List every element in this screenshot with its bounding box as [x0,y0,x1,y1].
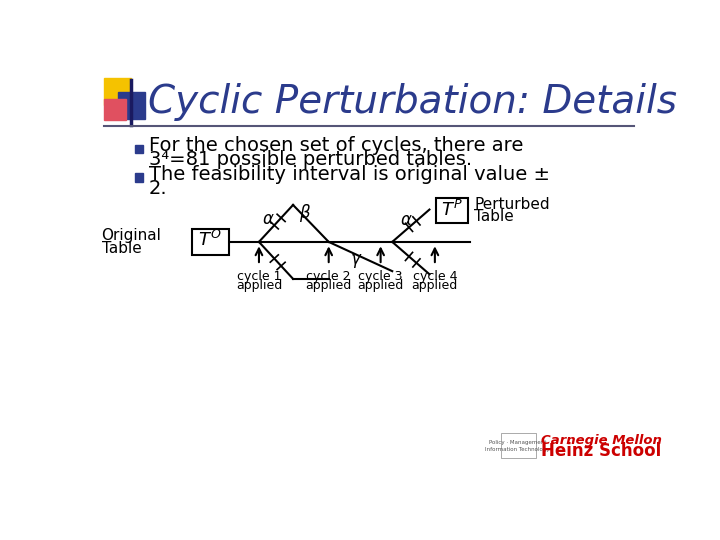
Text: α: α [401,211,412,230]
Text: Perturbed: Perturbed [474,197,550,212]
Text: β: β [300,204,310,221]
Text: cycle 2: cycle 2 [307,269,351,282]
Bar [118,92,145,119]
FancyBboxPatch shape [436,198,468,222]
Text: Cyclic Perturbation: Details: Cyclic Perturbation: Details [148,83,677,121]
Text: 3⁴=81 possible perturbed tables.: 3⁴=81 possible perturbed tables. [149,150,472,169]
Text: Table: Table [102,240,141,255]
Bar [104,99,126,120]
Text: Policy · Management: Policy · Management [489,440,546,444]
Text: The feasibility interval is original value ±: The feasibility interval is original val… [149,165,550,184]
Text: applied: applied [305,279,352,292]
FancyBboxPatch shape [192,229,229,255]
Bar [104,78,131,105]
Text: Carnegie Mellon: Carnegie Mellon [541,434,662,447]
FancyBboxPatch shape [500,433,536,457]
Text: 2.: 2. [149,179,168,198]
Text: cycle 3: cycle 3 [359,269,403,282]
Text: Information Technology: Information Technology [485,447,550,453]
Text: For the chosen set of cycles, there are: For the chosen set of cycles, there are [149,136,523,155]
Text: cycle 4: cycle 4 [413,269,457,282]
Text: applied: applied [412,279,458,292]
Bar [135,145,143,153]
Text: $T^P$: $T^P$ [441,200,463,220]
Text: $T^O$: $T^O$ [198,230,222,251]
Text: Heinz School: Heinz School [541,442,661,460]
Bar [135,173,143,182]
Text: cycle 1: cycle 1 [237,269,282,282]
Text: Original: Original [102,228,161,243]
Text: α: α [263,210,274,228]
Text: Table: Table [474,209,514,224]
Text: applied: applied [236,279,282,292]
Text: γ: γ [351,250,360,268]
Text: applied: applied [358,279,404,292]
